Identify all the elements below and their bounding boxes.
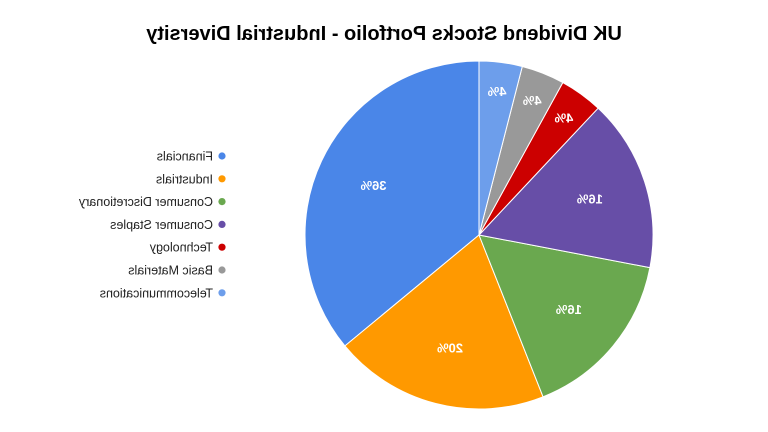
slice-value-label: 36%: [360, 178, 386, 193]
legend-label: Technology: [149, 241, 213, 255]
pie-slice-financials: [304, 60, 480, 347]
legend-item: Basic Materials: [128, 264, 226, 278]
legend-label: Industrials: [156, 172, 213, 186]
legend-label: Telecommunications: [100, 286, 213, 300]
legend-marker: [218, 198, 226, 206]
legend-marker: [218, 175, 226, 183]
legend-item: Technology: [149, 241, 226, 255]
slice-value-label: 4%: [554, 111, 573, 126]
legend-item: Financials: [157, 150, 226, 164]
legend-marker: [218, 220, 226, 228]
legend: Financials Industrials Consumer Discretion…: [78, 150, 226, 300]
slice-value-label: 16%: [576, 191, 602, 206]
pie-slices: [304, 60, 654, 410]
chart-title: UK Dividend Stocks Portfolio - Industria…: [145, 23, 622, 45]
legend-label: Consumer Staples: [110, 218, 213, 232]
legend-label: Basic Materials: [128, 264, 213, 278]
legend-marker: [218, 243, 226, 251]
slice-value-label: 4%: [487, 84, 506, 99]
legend-item: Telecommunications: [100, 286, 226, 300]
pie-slice-labels: 36% 20% 16% 16% 4% 4% 4%: [360, 84, 603, 355]
legend-item: Industrials: [156, 172, 226, 186]
pie-slice-telecommunications: [478, 60, 523, 236]
legend-marker: [218, 152, 226, 160]
legend-label: Financials: [157, 150, 213, 164]
pie-slice-consumer-staples: [478, 107, 654, 269]
legend-marker: [218, 289, 226, 297]
legend-item: Consumer Discretionary: [78, 195, 226, 209]
pie-slice-industrials: [344, 234, 544, 410]
legend-marker: [218, 266, 226, 274]
slice-value-label: 4%: [522, 93, 541, 108]
slice-value-label: 16%: [555, 302, 581, 317]
pie-slice-consumer-discretionary: [478, 234, 651, 398]
slice-value-label: 20%: [437, 340, 463, 355]
legend-label: Consumer Discretionary: [78, 195, 213, 209]
legend-item: Consumer Staples: [110, 218, 226, 232]
